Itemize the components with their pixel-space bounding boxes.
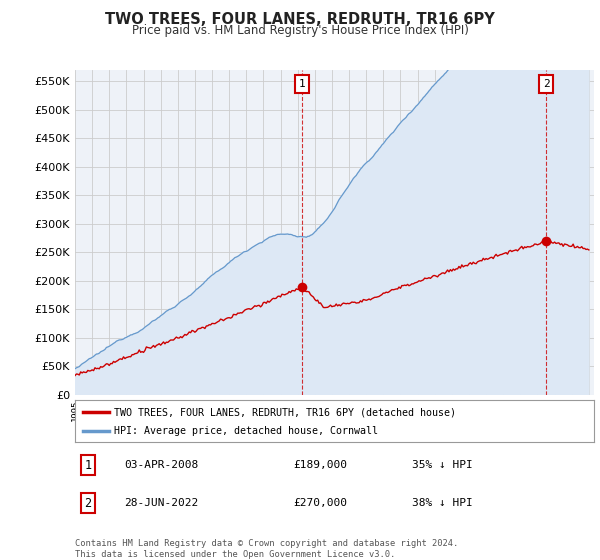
Text: HPI: Average price, detached house, Cornwall: HPI: Average price, detached house, Corn… [114, 426, 378, 436]
Text: 2: 2 [542, 80, 550, 89]
Text: Price paid vs. HM Land Registry's House Price Index (HPI): Price paid vs. HM Land Registry's House … [131, 24, 469, 37]
Text: 28-JUN-2022: 28-JUN-2022 [124, 498, 199, 508]
Text: TWO TREES, FOUR LANES, REDRUTH, TR16 6PY (detached house): TWO TREES, FOUR LANES, REDRUTH, TR16 6PY… [114, 407, 456, 417]
Text: 1: 1 [299, 80, 305, 89]
Text: £189,000: £189,000 [293, 460, 347, 470]
Text: 35% ↓ HPI: 35% ↓ HPI [412, 460, 473, 470]
Text: 1: 1 [85, 459, 92, 472]
Text: 03-APR-2008: 03-APR-2008 [124, 460, 199, 470]
Text: £270,000: £270,000 [293, 498, 347, 508]
Text: 38% ↓ HPI: 38% ↓ HPI [412, 498, 473, 508]
Text: Contains HM Land Registry data © Crown copyright and database right 2024.
This d: Contains HM Land Registry data © Crown c… [75, 539, 458, 559]
Text: TWO TREES, FOUR LANES, REDRUTH, TR16 6PY: TWO TREES, FOUR LANES, REDRUTH, TR16 6PY [105, 12, 495, 27]
Text: 2: 2 [85, 497, 92, 510]
